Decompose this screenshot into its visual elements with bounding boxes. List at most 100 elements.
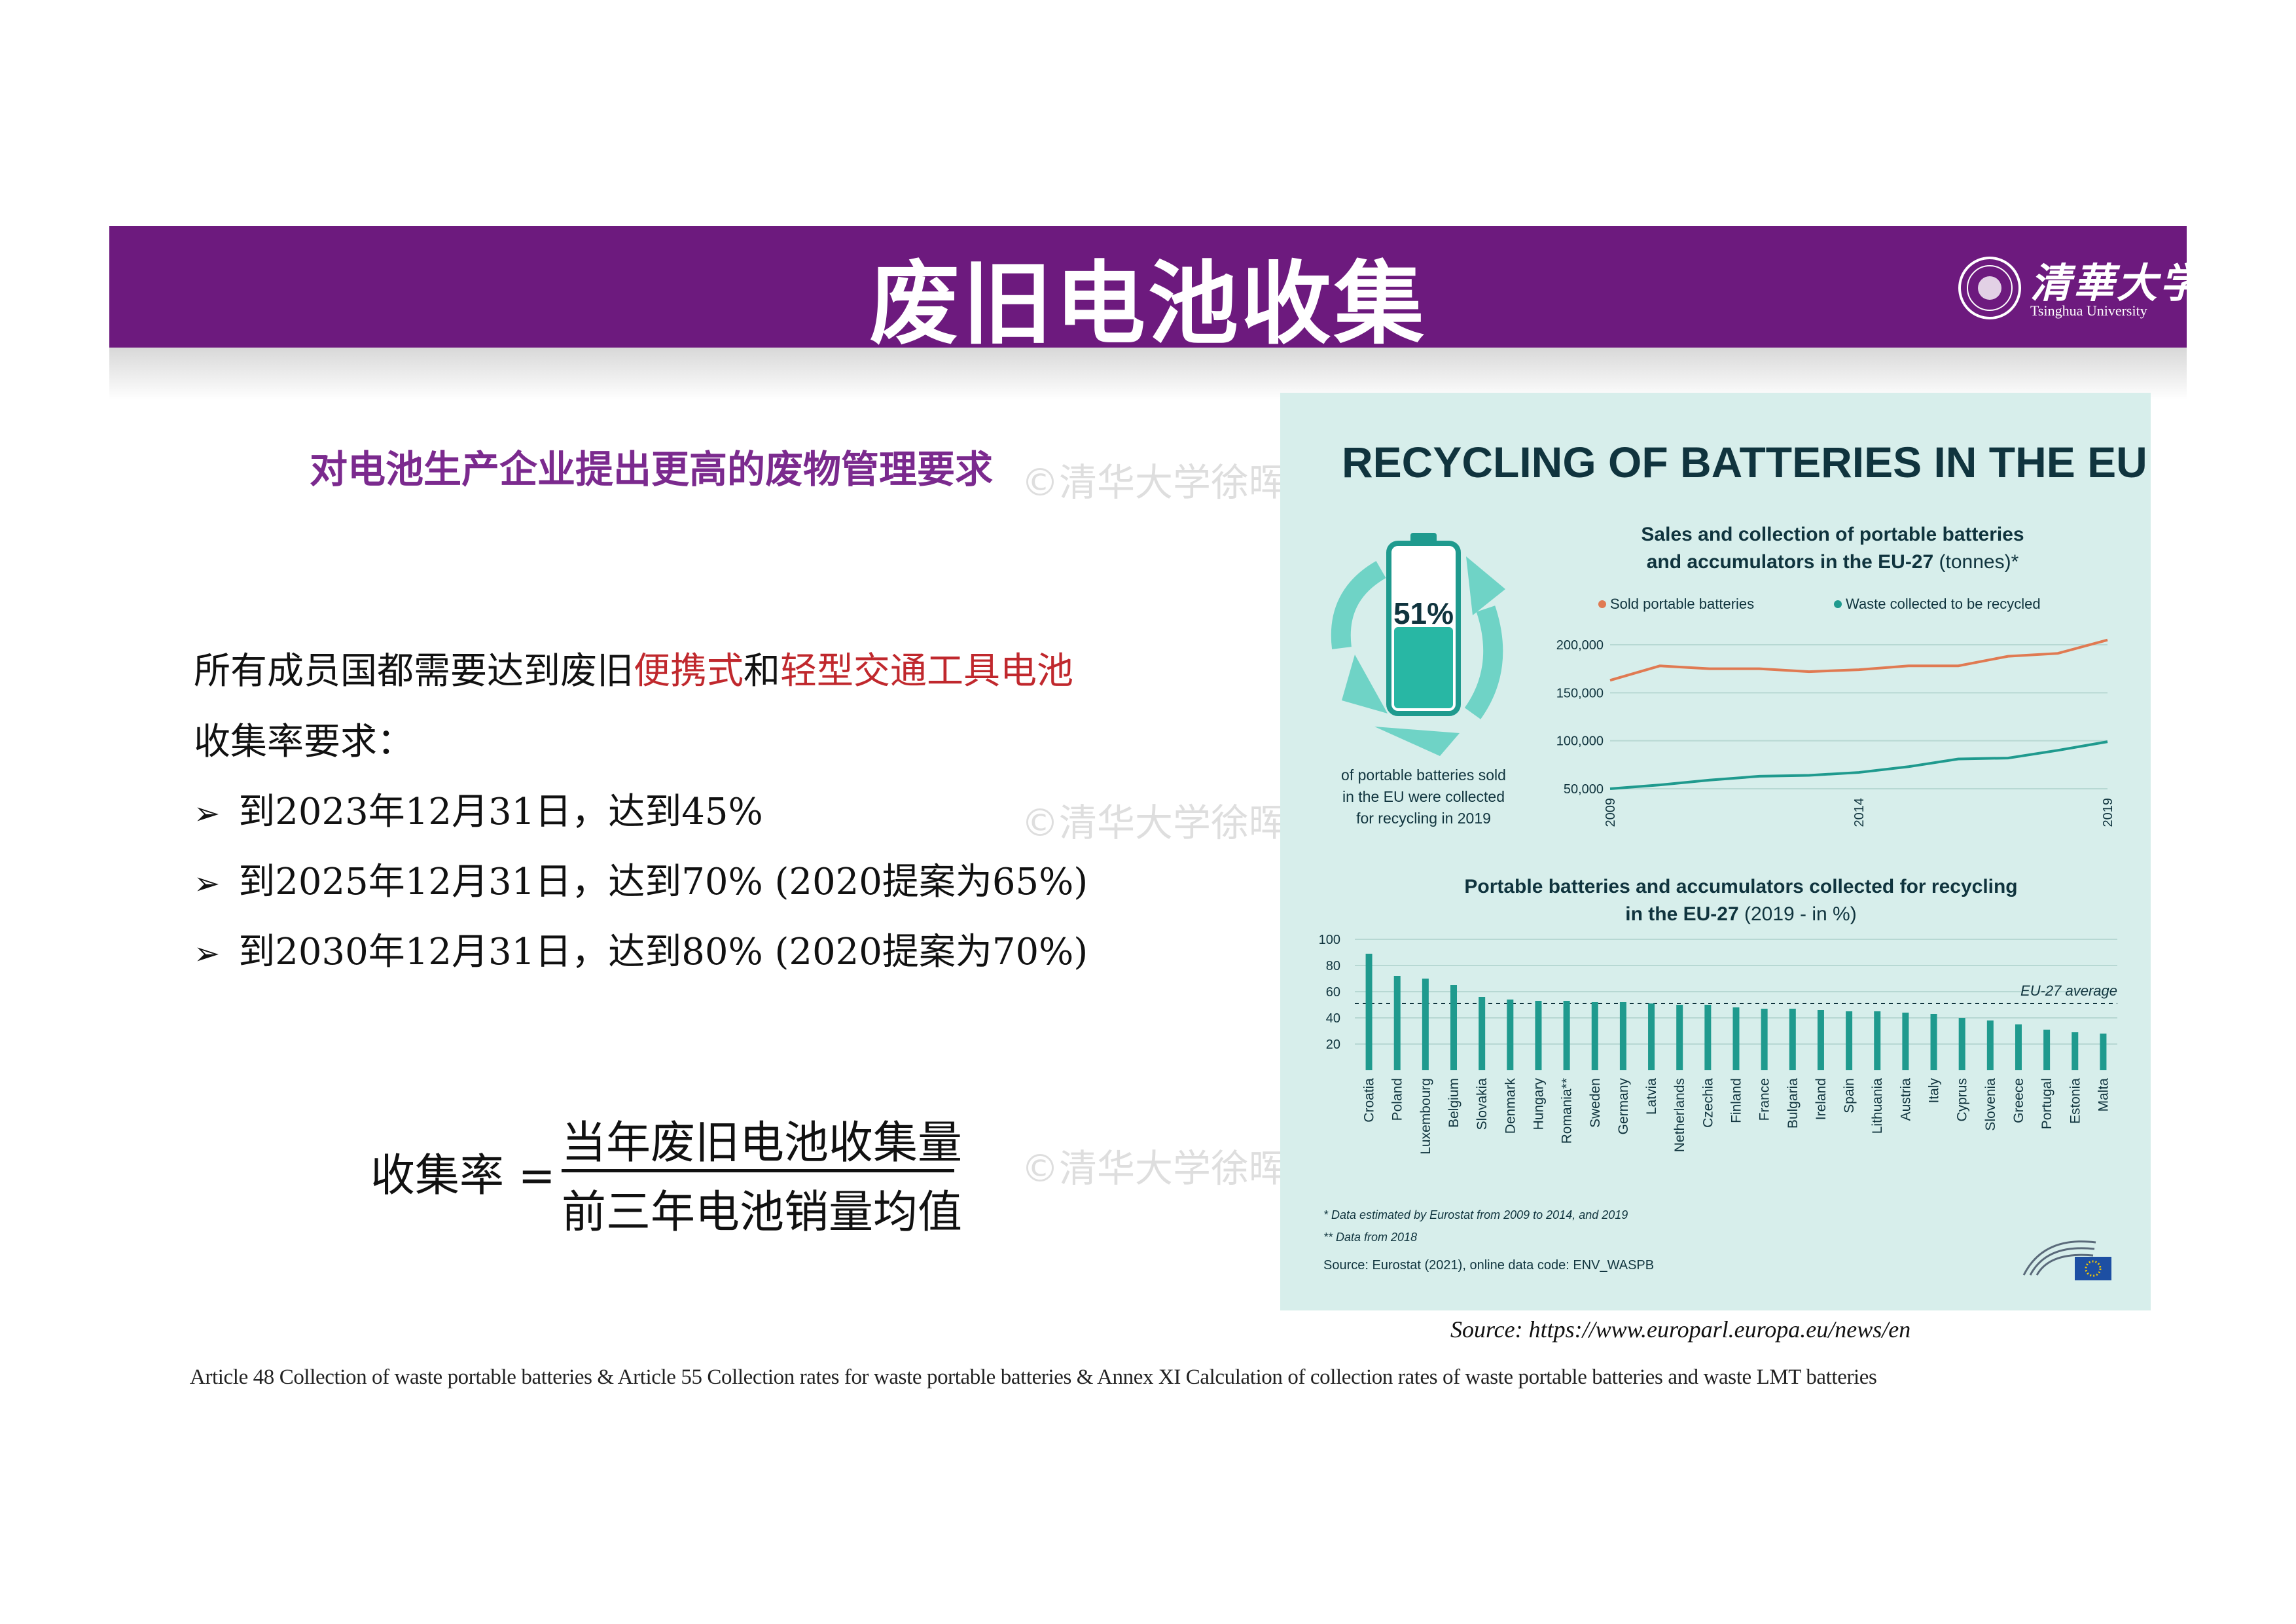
bar xyxy=(1676,1005,1683,1070)
image-source: Source: https://www.europarl.europa.eu/n… xyxy=(1450,1316,1911,1343)
category-label: Malta xyxy=(2096,1078,2111,1112)
bar xyxy=(1479,997,1486,1070)
category-label: Germany xyxy=(1616,1078,1631,1135)
formula-numerator: 当年废旧电池收集量 xyxy=(562,1117,963,1169)
x-tick-label: 2019 xyxy=(2101,798,2115,827)
y-tick-label: 150,000 xyxy=(1556,686,1604,700)
article-reference: Article 48 Collection of waste portable … xyxy=(190,1365,1877,1389)
requirement-and: 和 xyxy=(744,650,780,693)
bar xyxy=(1846,1011,1853,1070)
y-tick-label: 50,000 xyxy=(1564,782,1604,797)
bar xyxy=(2100,1034,2107,1070)
arrow-bullet-icon: ➢ xyxy=(194,935,221,972)
category-label: Belgium xyxy=(1446,1078,1462,1128)
category-label: Romania** xyxy=(1560,1078,1575,1144)
y-tick-label: 20 xyxy=(1326,1038,1340,1052)
category-label: Cyprus xyxy=(1955,1078,1970,1122)
series-line xyxy=(1609,638,2108,682)
category-label: Greece xyxy=(2011,1078,2026,1123)
category-label: France xyxy=(1757,1078,1772,1121)
bar xyxy=(2015,1024,2022,1070)
bar xyxy=(1648,1003,1655,1070)
requirement-text: 所有成员国都需要达到废旧 xyxy=(194,650,634,693)
university-logo: 清華大学 Tsinghua University xyxy=(1957,250,2200,329)
arrow-bullet-icon: ➢ xyxy=(194,795,221,832)
bar xyxy=(1789,1009,1796,1070)
bar xyxy=(1563,1001,1570,1070)
big-percent: 51% xyxy=(1393,596,1454,630)
target-text: 到2023年12月31日，达到45% xyxy=(238,791,763,833)
category-label: Austria xyxy=(1898,1078,1913,1121)
legend-dot xyxy=(1598,600,1606,608)
watermark: ©清华大学徐晖 xyxy=(1021,801,1287,845)
bar xyxy=(2072,1032,2079,1070)
watermark: ©清华大学徐晖 xyxy=(1021,1146,1287,1191)
x-tick-label: 2014 xyxy=(1852,798,1867,827)
watermark: ©清华大学徐晖 xyxy=(1021,460,1287,505)
series-line xyxy=(1609,740,2108,790)
line-chart-title: Sales and collection of portable batteri… xyxy=(1558,524,2108,573)
seal-icon xyxy=(1958,257,2021,319)
line-chart-title-line1: Sales and collection of portable batteri… xyxy=(1641,524,2024,545)
subhead: 对电池生产企业提出更高的废物管理要求 xyxy=(310,447,994,492)
arrow-bullet-icon: ➢ xyxy=(194,865,221,902)
category-label: Slovakia xyxy=(1475,1078,1490,1130)
y-tick-label: 40 xyxy=(1326,1011,1340,1026)
category-label: Hungary xyxy=(1531,1078,1546,1130)
y-tick-label: 60 xyxy=(1326,985,1340,1000)
legend-label: Sold portable batteries xyxy=(1610,596,1754,612)
battery-recycle-icon xyxy=(1331,533,1505,756)
y-tick-label: 200,000 xyxy=(1556,638,1604,653)
bar xyxy=(1535,1001,1542,1070)
bar xyxy=(1450,985,1458,1070)
formula-lhs: 收集率 = xyxy=(370,1150,556,1202)
category-label: Estonia xyxy=(2068,1078,2083,1124)
x-tick-label: 2009 xyxy=(1604,798,1618,827)
target-bullet: ➢ 到2025年12月31日，达到70% (2020提案为65%) xyxy=(194,852,1088,905)
logo-chinese-name: 清華大学 xyxy=(2030,259,2204,307)
target-text: 到2030年12月31日，达到80% (2020提案为70%) xyxy=(238,931,1088,973)
banner-shadow xyxy=(109,348,2187,400)
bar-chart: 100 80 60 40 20 EU-27 average Croatia Poland Lux… xyxy=(1319,933,2117,1155)
category-label: Sweden xyxy=(1588,1078,1603,1128)
bar xyxy=(1902,1013,1909,1070)
category-label: Italy xyxy=(1927,1078,1942,1104)
bar xyxy=(1817,1010,1824,1070)
bar-chart-title-line1: Portable batteries and accumulators coll… xyxy=(1464,876,2018,897)
desc-line: of portable batteries sold xyxy=(1341,767,1506,784)
y-tick-label: 100 xyxy=(1319,933,1340,947)
bar xyxy=(1732,1007,1740,1070)
bar xyxy=(1422,979,1429,1070)
bar-chart-unit: (2019 - in %) xyxy=(1744,903,1857,925)
bar xyxy=(1619,1002,1626,1070)
logo-english-name: Tsinghua University xyxy=(2030,302,2147,319)
bar-chart-title-line2: in the EU-27 (2019 - in %) xyxy=(1414,903,2068,926)
y-tick-label: 100,000 xyxy=(1556,734,1604,749)
category-label: Finland xyxy=(1729,1078,1744,1123)
big-percent-description: of portable batteries sold in the EU wer… xyxy=(1325,765,1522,829)
legend-dot xyxy=(1834,600,1842,608)
category-label: Czechia xyxy=(1700,1078,1715,1128)
line-chart-title-line2: and accumulators in the EU-27 (tonnes)* xyxy=(1558,551,2108,573)
category-label: Luxembourg xyxy=(1418,1078,1433,1155)
category-label: Denmark xyxy=(1503,1078,1518,1134)
requirement-line: 所有成员国都需要达到废旧便携式和轻型交通工具电池 xyxy=(194,641,1073,695)
bar-chart-title: Portable batteries and accumulators coll… xyxy=(1414,876,2068,926)
highlight-portable: 便携式 xyxy=(634,650,744,693)
eu-parliament-logo-icon xyxy=(2022,1240,2111,1280)
category-label: Poland xyxy=(1390,1078,1405,1121)
bar xyxy=(2043,1030,2051,1070)
bar xyxy=(1393,976,1401,1070)
average-label: EU-27 average xyxy=(2020,983,2117,999)
infographic-title: RECYCLING OF BATTERIES IN THE EU xyxy=(1342,438,2147,486)
category-label: Portugal xyxy=(2039,1078,2054,1129)
category-label: Latvia xyxy=(1644,1078,1659,1115)
legend-label: Waste collected to be recycled xyxy=(1846,596,2041,612)
title-banner xyxy=(109,226,2187,348)
bar xyxy=(1958,1018,1965,1070)
target-bullet: ➢ 到2030年12月31日，达到80% (2020提案为70%) xyxy=(194,922,1088,975)
category-label: Spain xyxy=(1842,1078,1857,1113)
category-label: Slovenia xyxy=(1983,1078,1998,1131)
infographic-source: Source: Eurostat (2021), online data cod… xyxy=(1323,1258,1655,1272)
bar-chart-subtitle: in the EU-27 xyxy=(1625,903,1739,925)
